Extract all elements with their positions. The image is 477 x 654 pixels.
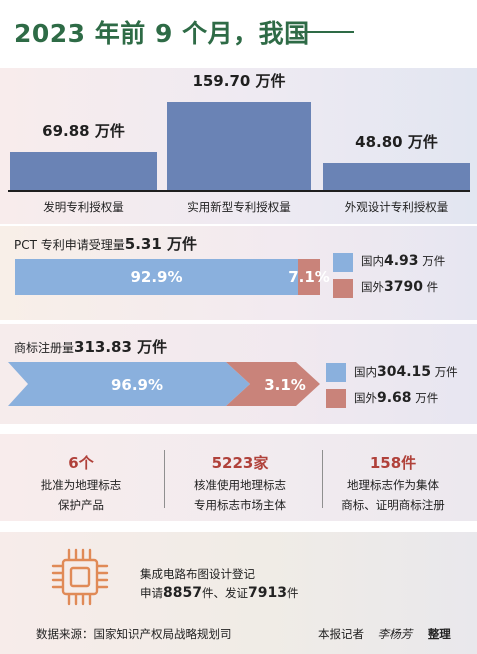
stat-trademarks-line2: 商标、证明商标注册	[341, 498, 445, 512]
ic-apply-value: 8857	[163, 585, 202, 601]
ic-title: 集成电路布图设计登记	[140, 567, 255, 581]
trademark-domestic-legend: 国内304.15 万件	[354, 364, 458, 380]
stat-trademarks: 158件 地理标志作为集体 商标、证明商标注册	[318, 452, 468, 513]
stat-products-line2: 保护产品	[58, 498, 104, 512]
byline: 本报记者 李杨芳 整理	[318, 626, 451, 642]
pct-foreign-segment: 7.1%	[288, 259, 330, 295]
category-label: 实用新型专利授权量	[187, 200, 291, 214]
trademark-domestic-swatch	[326, 363, 346, 382]
trademark-foreign-share: 3.1%	[264, 376, 306, 394]
bar-value-label: 159.70 万件	[192, 72, 286, 90]
bar	[167, 102, 311, 190]
pct-share-bar: 92.9% 7.1%	[15, 259, 330, 295]
stat-products-line1: 批准为地理标志	[40, 478, 122, 492]
category-label: 外观设计专利授权量	[344, 200, 449, 214]
chip-icon	[51, 548, 109, 606]
category-label: 发明专利授权量	[43, 200, 124, 214]
trademark-domestic-share: 96.9%	[111, 376, 163, 394]
ic-issue-value: 7913	[247, 585, 287, 601]
data-source: 数据来源：国家知识产权局战略规划司	[36, 627, 232, 641]
stat-market-entities-value: 5223家	[211, 454, 269, 472]
pct-domestic-segment: 92.9%	[15, 259, 298, 295]
pct-total: 5.31 万件	[124, 235, 197, 253]
page-title: 2023 年前 9 个月，我国	[14, 19, 310, 48]
stat-divider	[322, 450, 323, 508]
pct-foreign-legend: 国外3790 件	[361, 279, 439, 295]
pct-heading: PCT 专利申请受理量5.31 万件	[14, 233, 197, 254]
pct-label: PCT 专利申请受理量	[14, 238, 125, 252]
ic-counts: 申请8857件、发证7913件	[140, 585, 299, 601]
geo-indication-panel	[0, 434, 477, 521]
pct-foreign-swatch	[333, 279, 353, 298]
stat-products: 6个 批准为地理标志 保护产品	[6, 452, 156, 513]
pct-foreign-share: 7.1%	[288, 268, 330, 286]
pct-domestic-swatch	[333, 253, 353, 272]
chart-baseline	[8, 190, 470, 192]
byline-action: 整理	[427, 627, 451, 641]
trademark-foreign-legend: 国外9.68 万件	[354, 390, 439, 406]
stat-market-entities-line2: 专用标志市场主体	[194, 498, 286, 512]
bar	[10, 152, 157, 190]
pct-domestic-legend: 国内4.93 万件	[361, 253, 446, 269]
stat-products-value: 6个	[68, 454, 94, 472]
bar-value-label: 48.80 万件	[355, 133, 438, 151]
title-dash	[300, 31, 354, 33]
stat-market-entities: 5223家 核准使用地理标志 专用标志市场主体	[165, 452, 315, 513]
bar-value-label: 69.88 万件	[42, 122, 125, 140]
bar	[323, 163, 470, 190]
pct-domestic-share: 92.9%	[130, 268, 183, 286]
stat-trademarks-value: 158件	[369, 454, 417, 472]
trademark-share-arrow: 96.9% 3.1%	[8, 362, 320, 406]
trademark-label: 商标注册量	[14, 341, 75, 355]
reporter-name: 李杨芳	[377, 627, 413, 641]
stat-market-entities-line1: 核准使用地理标志	[194, 478, 286, 492]
trademark-heading: 商标注册量313.83 万件	[14, 336, 167, 357]
trademark-domestic-segment	[8, 362, 250, 406]
reporter-label: 本报记者	[318, 627, 364, 641]
stat-divider	[164, 450, 165, 508]
trademark-total: 313.83 万件	[74, 338, 168, 356]
stat-trademarks-line1: 地理标志作为集体	[347, 478, 439, 492]
trademark-foreign-segment	[226, 362, 320, 406]
trademark-foreign-swatch	[326, 389, 346, 408]
